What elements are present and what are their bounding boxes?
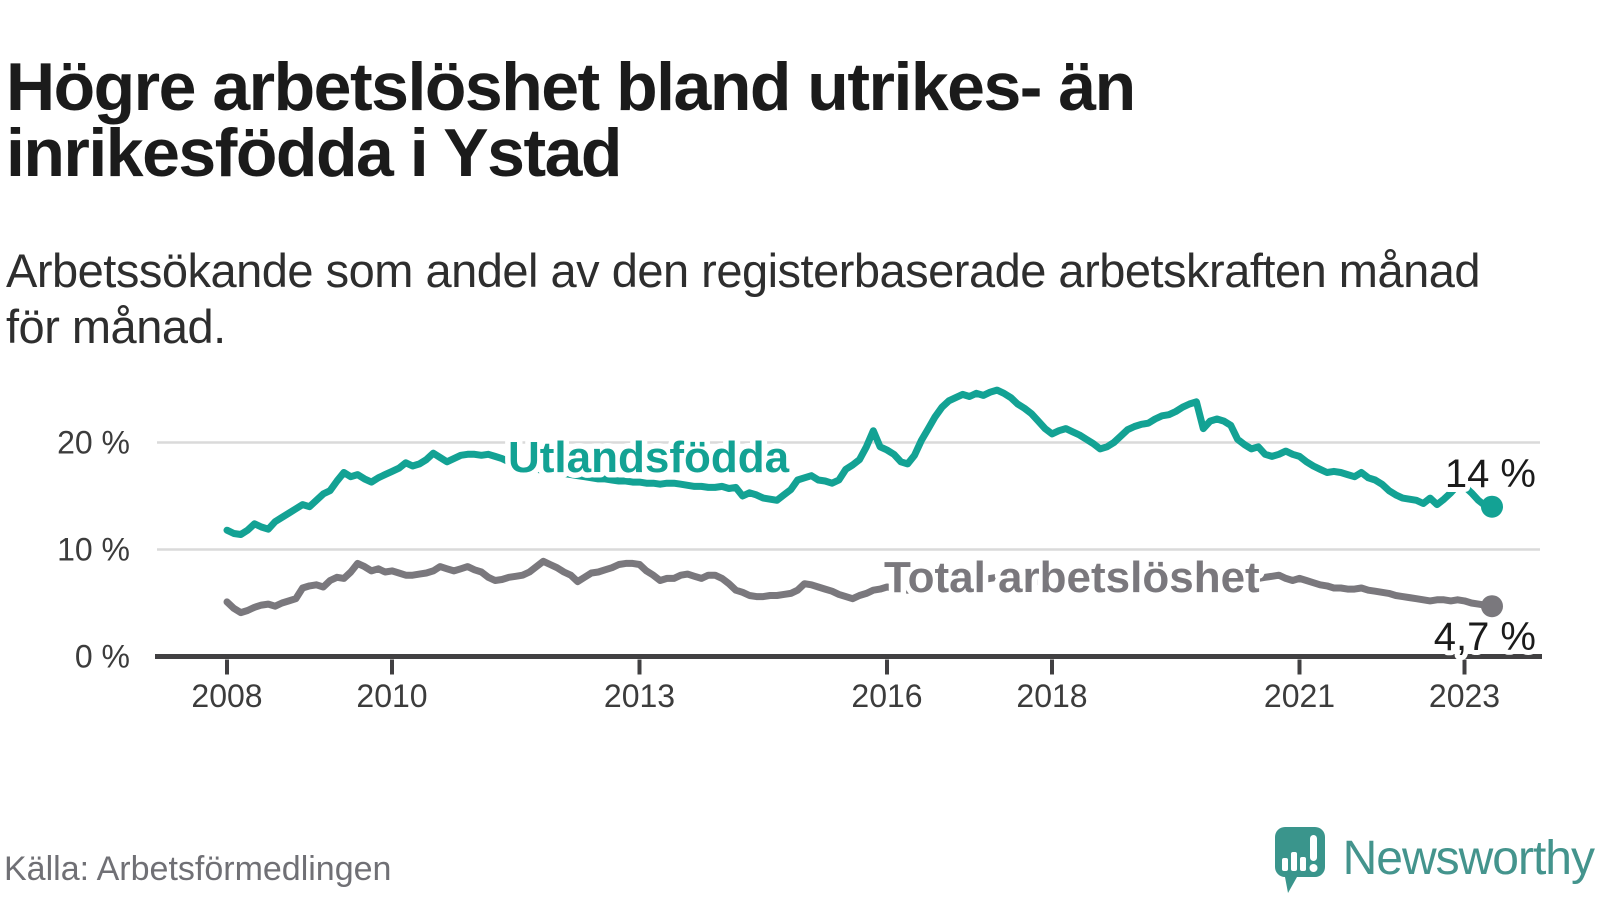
x-tick-label: 2010: [356, 678, 427, 714]
utlandsfodda-series-label: Utlandsfödda: [508, 433, 790, 482]
x-tick-label: 2023: [1429, 678, 1500, 714]
utlandsfodda-end-value-label: 14 %: [1445, 452, 1536, 496]
x-tick-label: 2021: [1264, 678, 1335, 714]
subtitle-line-2: för månad.: [6, 300, 226, 353]
source-note: Källa: Arbetsförmedlingen: [4, 850, 392, 888]
x-axis: [155, 654, 1542, 675]
x-tick-label: 2013: [604, 678, 675, 714]
subtitle-line-1: Arbetssökande som andel av den registerb…: [6, 244, 1481, 297]
gridlines: [157, 441, 1540, 551]
title-line-1: Högre arbetslöshet bland utrikes- än: [6, 48, 1136, 125]
y-tick-label: 10 %: [57, 532, 130, 568]
x-axis-labels: 2008 2010 2013 2016 2018 2021 2023: [191, 678, 1500, 714]
chart-subtitle: Arbetssökande som andel av den registerb…: [6, 243, 1566, 355]
title-line-2: inrikesfödda i Ystad: [6, 114, 622, 191]
y-tick-label: 20 %: [57, 425, 130, 461]
x-tick-label: 2008: [191, 678, 262, 714]
y-axis-labels: 0 % 10 % 20 %: [57, 425, 130, 675]
x-tick-label: 2018: [1016, 678, 1087, 714]
total-end-dot: [1481, 595, 1503, 618]
total-end-value-label: 4,7 %: [1434, 615, 1536, 659]
newsworthy-logo-text: Newsworthy: [1342, 832, 1595, 885]
utlandsfodda-line: [223, 386, 1496, 538]
newsworthy-logo-icon: [1274, 827, 1325, 893]
x-tick-label: 2016: [851, 678, 922, 714]
utlandsfodda-end-dot: [1481, 495, 1503, 518]
total-arbetsloshet-line: [223, 557, 1496, 617]
y-tick-label: 0 %: [75, 639, 130, 675]
page-title: Högre arbetslöshet bland utrikes- än inr…: [6, 53, 1506, 187]
total-series-label: Total arbetslöshet: [884, 553, 1260, 602]
newsworthy-logo: Newsworthy: [1273, 826, 1595, 896]
